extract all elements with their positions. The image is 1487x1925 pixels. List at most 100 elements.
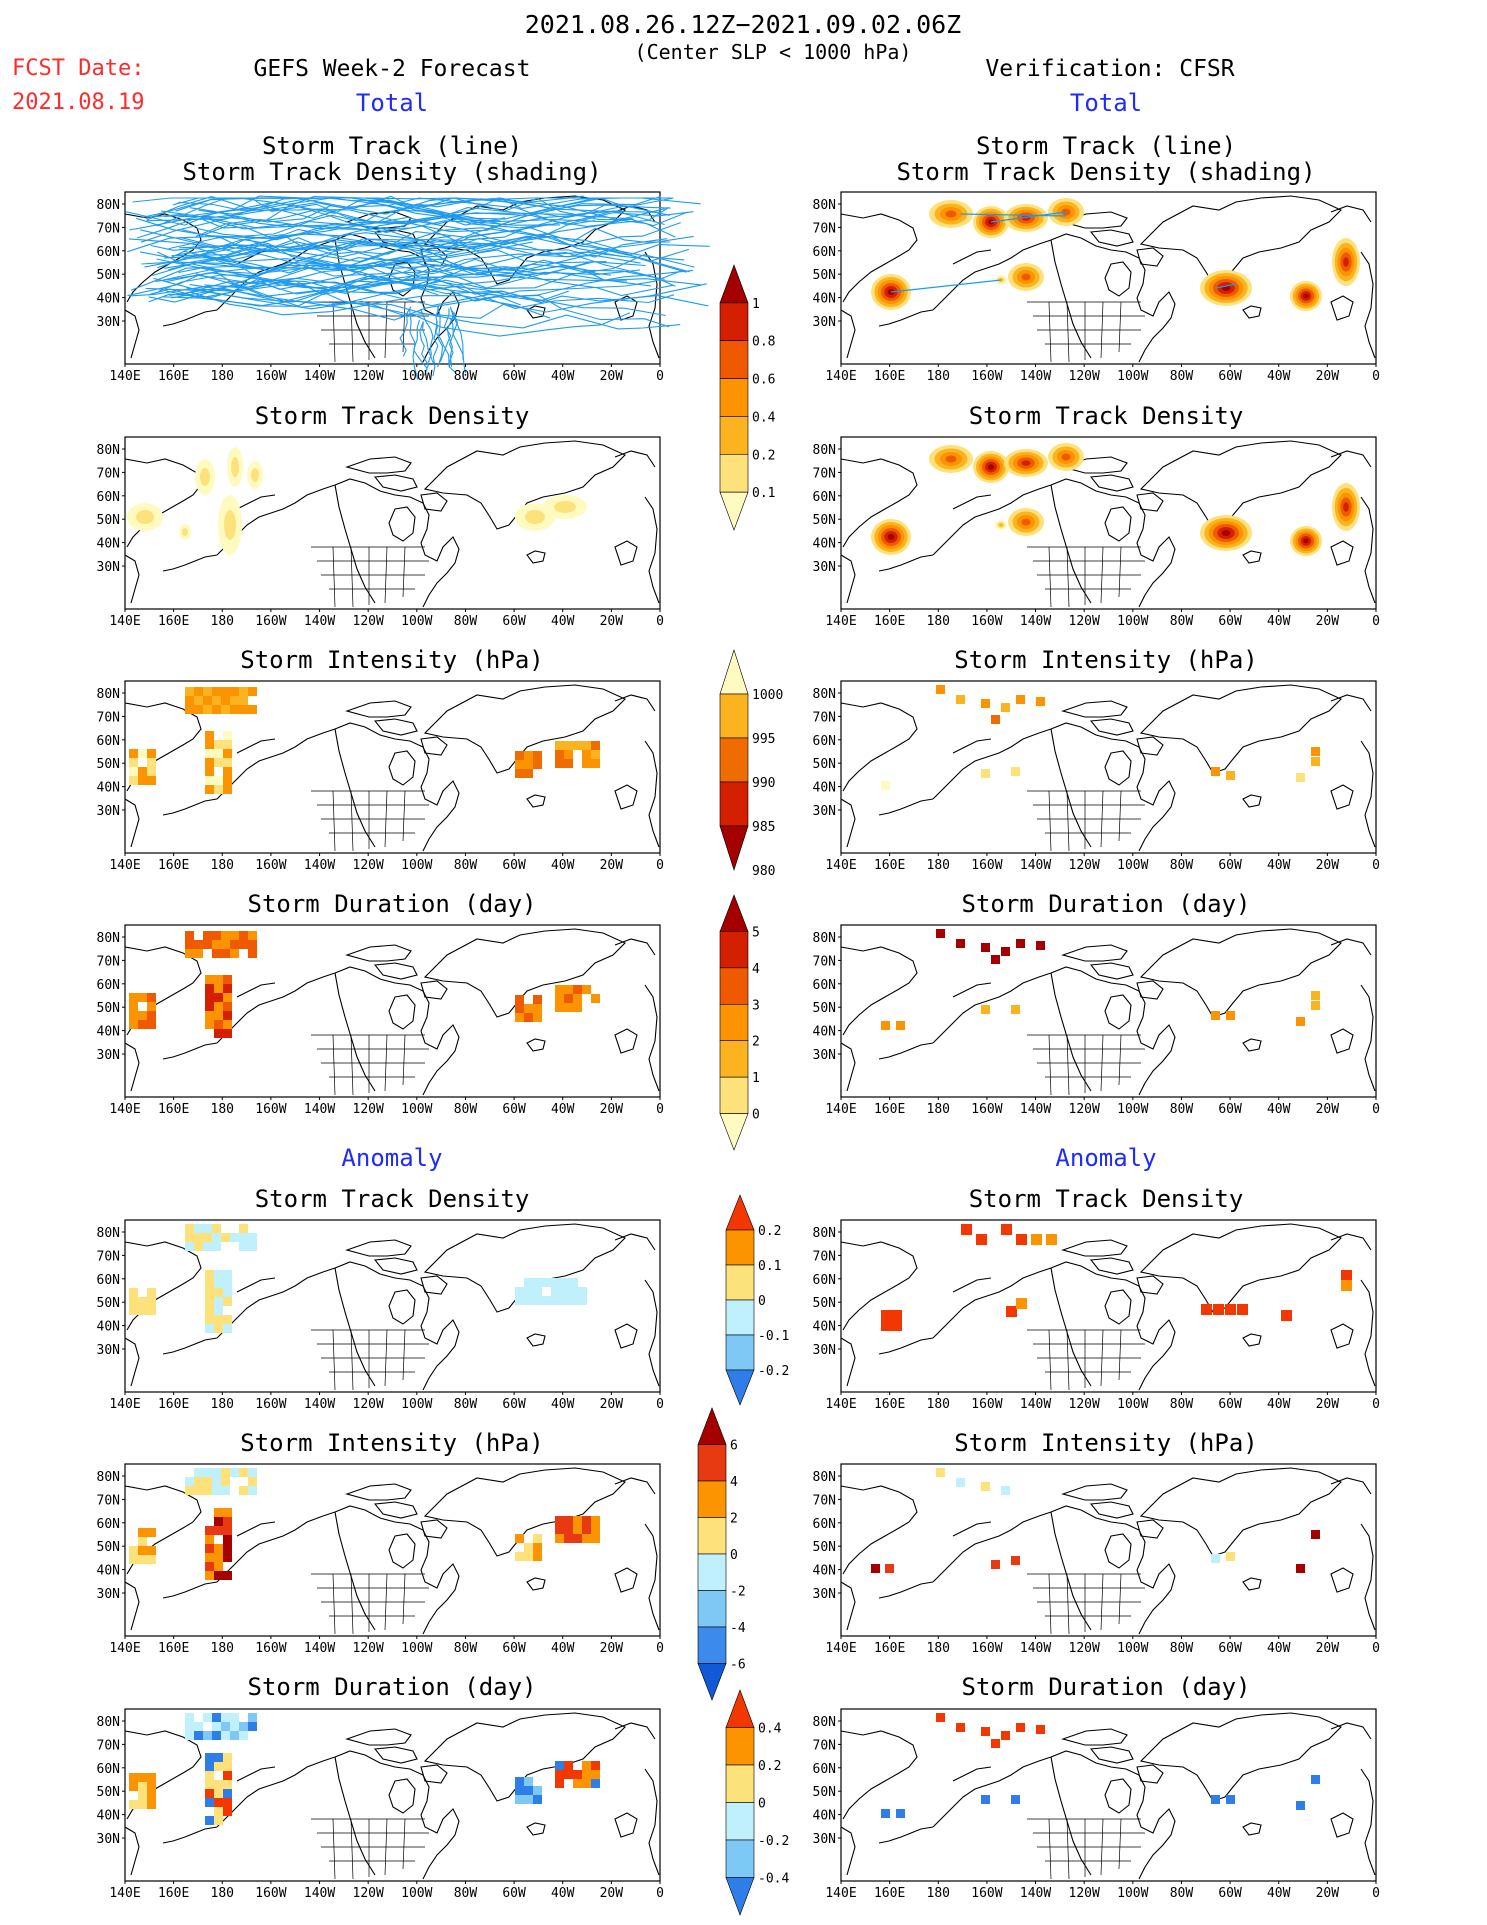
lon-tick-label: 40W <box>1267 1102 1291 1117</box>
grid-cell <box>573 741 582 750</box>
state-boundary <box>1048 301 1052 363</box>
grid-cell <box>515 1004 524 1013</box>
grid-cell <box>214 749 223 758</box>
grid-cell <box>1006 1306 1017 1317</box>
lat-tick-label: 40N <box>97 1809 120 1824</box>
grid-cell <box>214 1753 223 1762</box>
grid-cell <box>524 1278 533 1287</box>
state-boundary <box>350 1329 354 1391</box>
storm-track-line <box>148 265 439 303</box>
coastline <box>526 550 546 564</box>
grid-cell <box>223 749 232 758</box>
grid-cell <box>214 1011 223 1020</box>
grid-cell <box>138 1011 147 1020</box>
lon-tick-label: 60W <box>502 1886 526 1901</box>
lon-tick-label: 140W <box>1020 1641 1051 1656</box>
coastline <box>1139 1712 1342 1802</box>
state-boundary <box>1048 1818 1052 1880</box>
state-boundary <box>332 1034 336 1096</box>
lon-tick-label: 100W <box>401 1397 432 1412</box>
lat-tick-label: 40N <box>813 1025 836 1040</box>
coastline <box>840 1581 856 1631</box>
lon-tick-label: 40W <box>1267 1397 1291 1412</box>
colorbar-label: -0.2 <box>758 1364 789 1379</box>
colorbar-label: 0 <box>758 1797 766 1812</box>
coastline <box>1360 1279 1376 1387</box>
grid-cell <box>223 1020 232 1029</box>
grid-cell <box>1001 1731 1010 1740</box>
grid-cell <box>205 1288 214 1297</box>
state-boundary <box>350 1034 354 1096</box>
grid-cell <box>194 687 203 696</box>
grid-cell <box>214 1002 223 1011</box>
state-boundary <box>332 1818 336 1880</box>
lat-tick-label: 40N <box>97 1564 120 1579</box>
grid-cell <box>524 1543 533 1552</box>
grid-cell <box>138 1297 147 1306</box>
grid-cell <box>533 1287 542 1296</box>
grid-cell <box>194 1233 203 1242</box>
grid-cell <box>223 1762 232 1771</box>
lat-tick-label: 50N <box>97 268 120 283</box>
state-boundary <box>402 1818 406 1870</box>
coastline <box>423 1712 626 1802</box>
coastline <box>952 1277 992 1293</box>
grid-cell <box>515 1013 524 1022</box>
grid-cell <box>185 1486 194 1495</box>
lon-tick-label: 160E <box>158 369 189 384</box>
coastline <box>1139 195 1342 285</box>
colorbar-duration-total: 5 4 3 2 1 0 <box>719 894 760 1151</box>
grid-cell <box>533 1786 542 1795</box>
lat-tick-label: 50N <box>97 1296 120 1311</box>
grid-cell <box>221 1233 230 1242</box>
lon-tick-label: 140W <box>1020 614 1051 629</box>
grid-cell <box>138 1546 147 1555</box>
lon-tick-label: 100W <box>401 1641 432 1656</box>
colorbar-segment <box>725 1727 755 1766</box>
grid-cell <box>1296 1017 1305 1026</box>
panel-title-density-left: Storm Track Density <box>254 402 530 430</box>
grid-cell <box>533 995 542 1004</box>
density-shading <box>1061 453 1071 461</box>
lon-tick-label: 60W <box>1218 369 1242 384</box>
storm-track-line <box>150 222 681 258</box>
lon-tick-label: 120W <box>1069 858 1100 873</box>
grid-cell <box>555 994 564 1003</box>
grid-cell <box>555 1779 564 1788</box>
lat-tick-label: 60N <box>97 978 120 993</box>
grid-cell <box>138 993 147 1002</box>
colorbar-segment <box>725 1802 755 1841</box>
lon-tick-label: 180 <box>927 858 950 873</box>
coastline <box>614 1567 638 1593</box>
coastline <box>124 554 140 604</box>
lon-tick-label: 180 <box>211 1886 234 1901</box>
grid-cell <box>533 1278 542 1287</box>
grid-cell <box>214 1029 223 1038</box>
grid-cell <box>138 1800 147 1809</box>
lon-tick-label: 140E <box>825 369 856 384</box>
grid-cell <box>205 1816 214 1825</box>
grid-cell <box>555 741 564 750</box>
map-frame <box>124 436 661 610</box>
state-boundary <box>332 546 336 608</box>
panel-title-track-line-left: Storm Track (line) <box>261 132 523 160</box>
state-boundary <box>350 1818 354 1880</box>
panel-title-duration-anom-right: Storm Duration (day) <box>961 1673 1251 1701</box>
grid-cell <box>129 993 138 1002</box>
grid-cell <box>205 1270 214 1279</box>
grid-cell <box>1201 1304 1212 1315</box>
grid-cell <box>582 750 591 759</box>
state-boundary <box>1100 1034 1104 1092</box>
lon-tick-label: 120W <box>353 1102 384 1117</box>
coastline <box>1330 1812 1354 1838</box>
colorbar-segment <box>719 737 749 783</box>
grid-cell <box>239 1731 248 1740</box>
lon-tick-label: 100W <box>401 1102 432 1117</box>
density-shading <box>525 510 545 524</box>
grid-cell <box>573 985 582 994</box>
coastline <box>952 249 992 265</box>
lat-tick-label: 70N <box>813 1249 836 1264</box>
grid-cell <box>524 769 533 778</box>
coastline <box>373 1501 418 1519</box>
coastline <box>334 1505 460 1635</box>
